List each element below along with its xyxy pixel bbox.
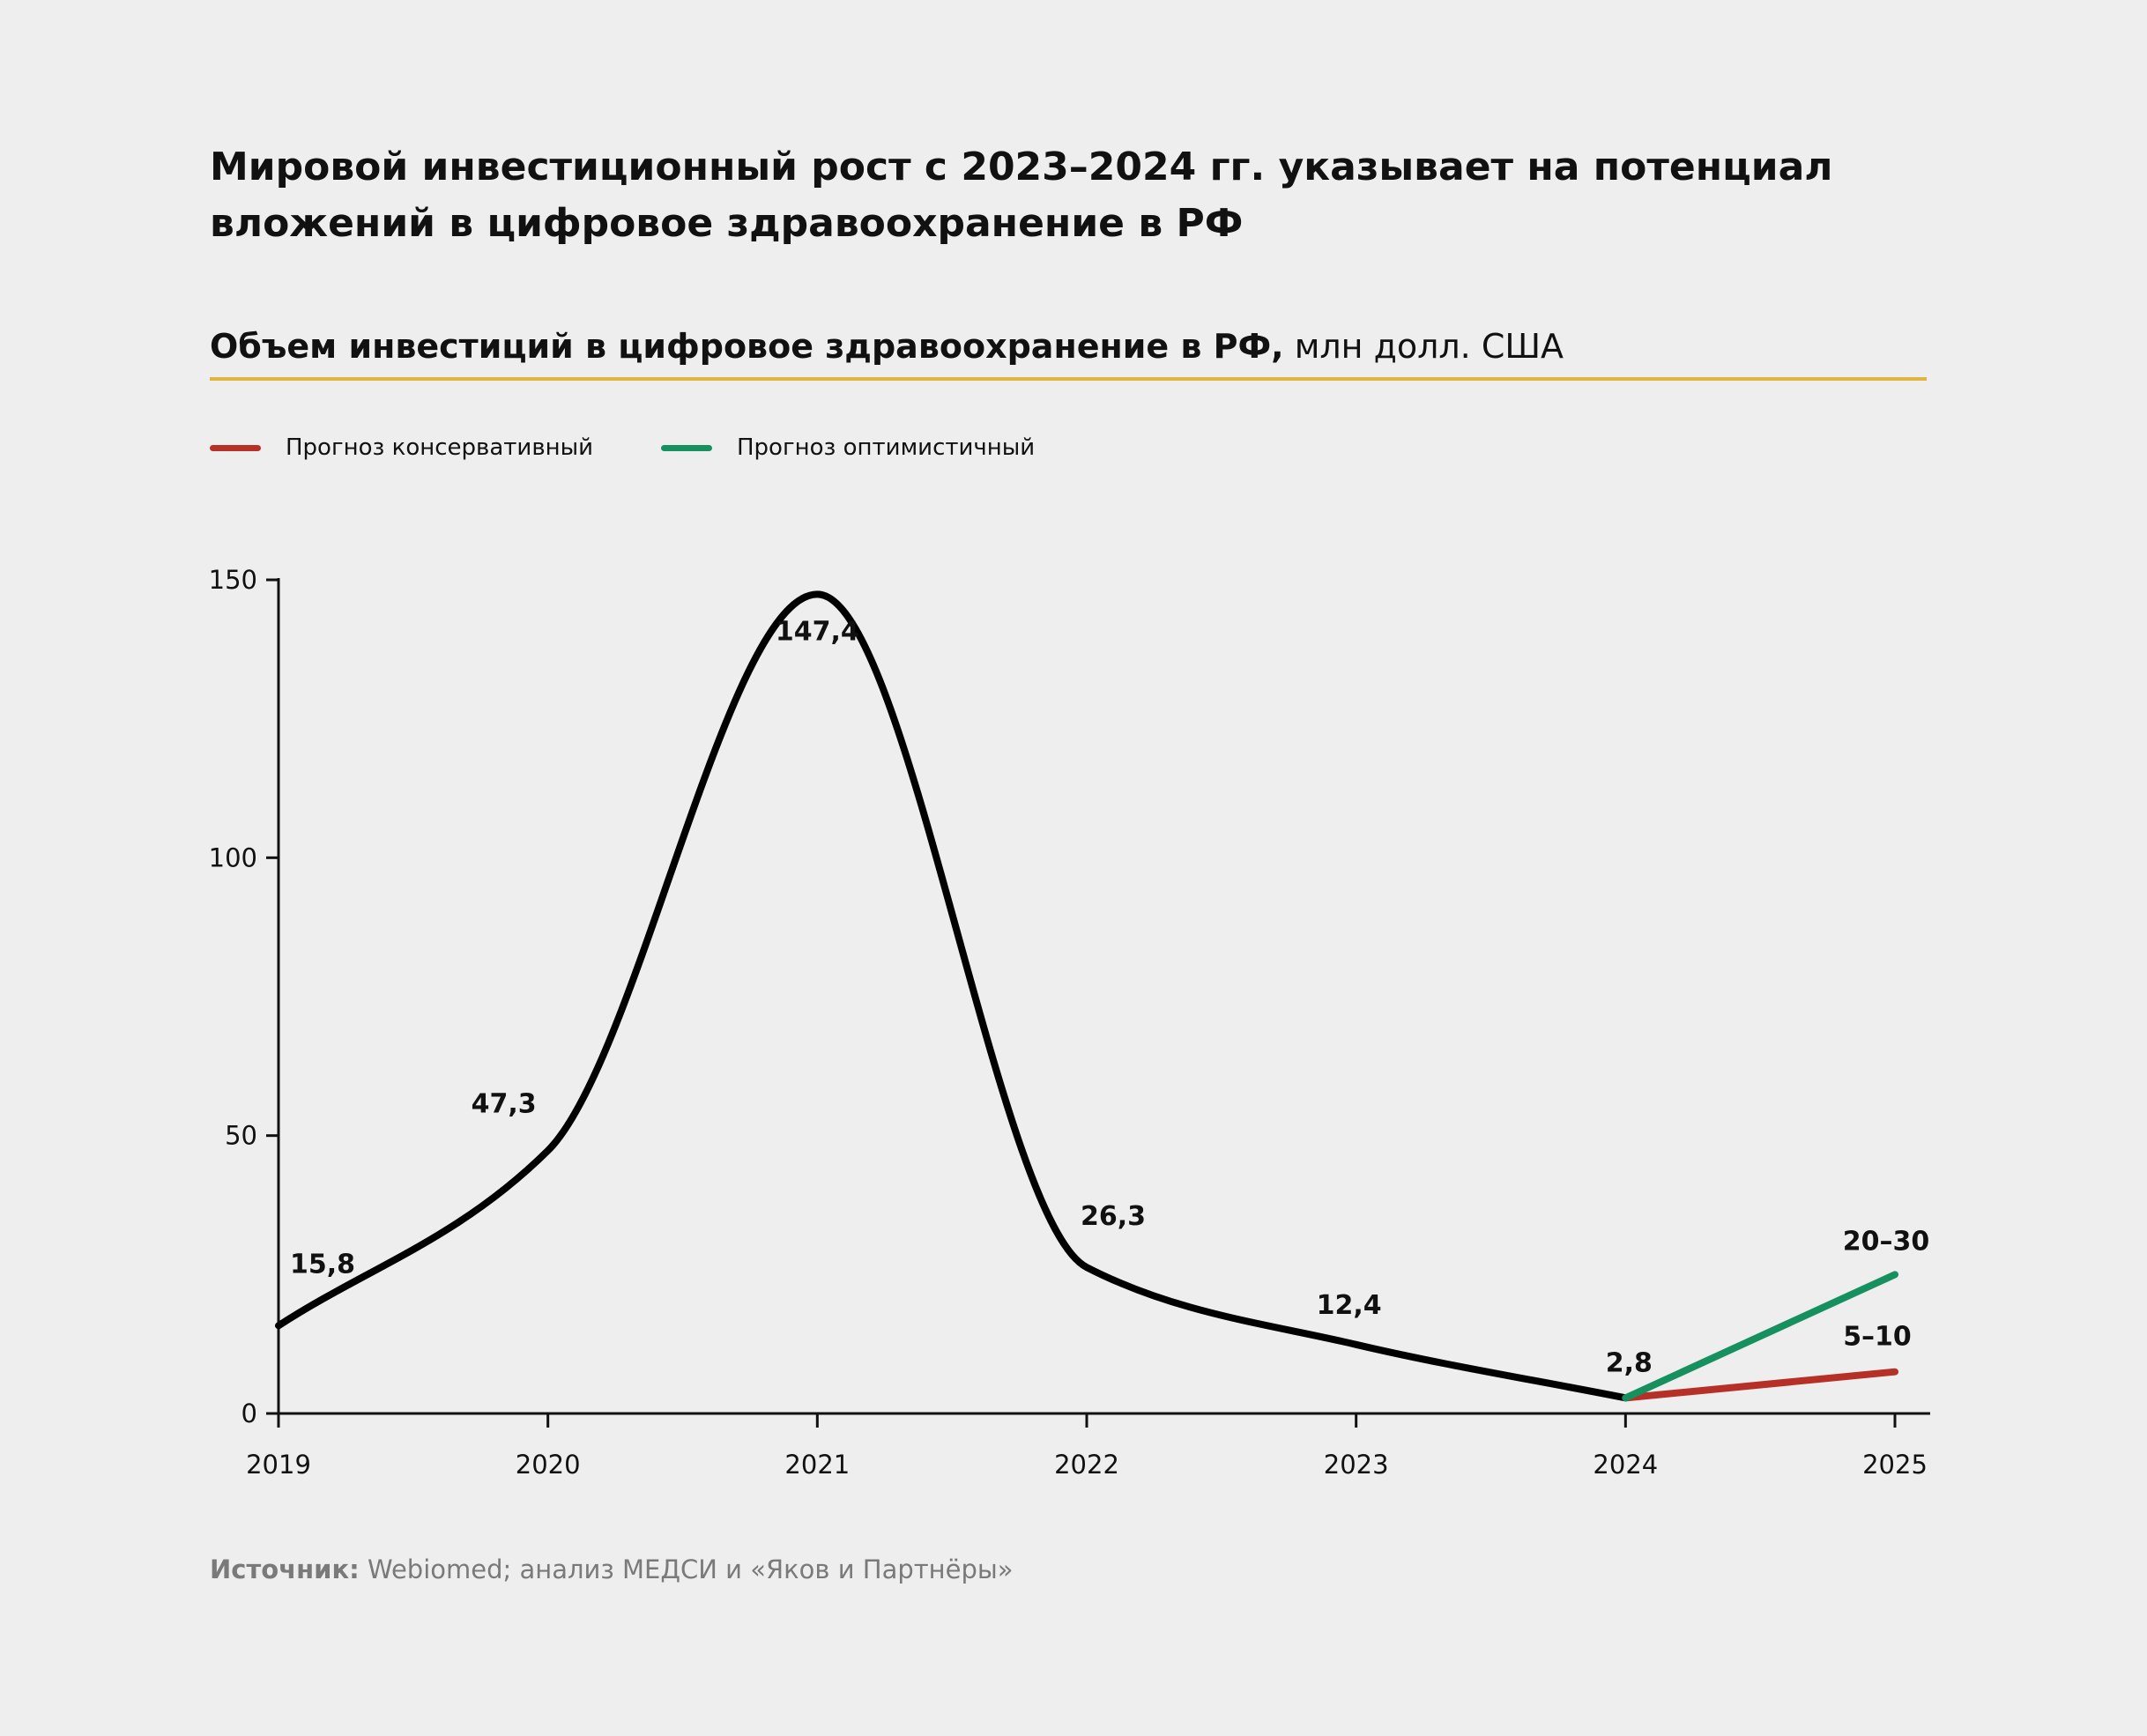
legend-label-conservative: Прогноз консервативный [286, 434, 594, 461]
x-tick-label: 2022 [1054, 1450, 1119, 1480]
legend-label-optimistic: Прогноз оптимистичный [737, 434, 1036, 461]
data-label: 147,4 [776, 616, 859, 647]
legend-swatch-optimistic [661, 444, 712, 451]
data-label: 12,4 [1317, 1290, 1382, 1321]
data-label: 15,8 [290, 1249, 355, 1280]
subtitle-units: млн долл. США [1283, 327, 1564, 366]
data-label-optimistic: 20–30 [1843, 1226, 1930, 1257]
data-label-conservative: 5–10 [1843, 1322, 1912, 1353]
chart-data-labels: 15,8 47,3 147,4 26,3 12,4 2,8 5–10 20–30 [290, 616, 1929, 1378]
x-tick-label: 2019 [246, 1450, 311, 1480]
y-tick-label: 100 [209, 842, 257, 872]
x-tick-label: 2024 [1593, 1450, 1658, 1480]
series-line-actual [275, 590, 1630, 1402]
legend-swatch-conservative [210, 444, 261, 451]
data-label: 26,3 [1081, 1201, 1146, 1232]
series-line-conservative [1622, 1368, 1898, 1402]
subtitle-bold: Объем инвестиций в цифровое здравоохране… [210, 327, 1284, 366]
legend-item-conservative: Прогноз консервативный [210, 430, 593, 465]
chart-subtitle: Объем инвестиций в цифровое здравоохране… [210, 320, 1928, 373]
data-label: 2,8 [1606, 1347, 1653, 1378]
series-line-optimistic [1622, 1271, 1898, 1402]
source-note: Источник: Webiomed; анализ МЕДСИ и «Яков… [210, 1554, 1014, 1584]
y-tick-label: 150 [209, 565, 257, 595]
data-label: 47,3 [472, 1089, 537, 1120]
x-tick-label: 2020 [516, 1450, 581, 1480]
legend-item-optimistic: Прогноз оптимистичный [661, 430, 1035, 465]
chart-title: Мировой инвестиционный рост с 2023–2024 … [210, 145, 1833, 246]
x-tick-label: 2023 [1324, 1450, 1389, 1480]
y-tick-label: 0 [241, 1398, 257, 1428]
chart-series [275, 590, 1898, 1402]
chart-axes: 0 50 100 150 2019 2020 2021 2022 2023 2024 2025 [209, 565, 1930, 1480]
source-label: Источник: [210, 1554, 360, 1584]
y-tick-label: 50 [225, 1121, 257, 1151]
x-tick-label: 2025 [1862, 1450, 1928, 1480]
subtitle-divider [210, 377, 1927, 381]
x-tick-label: 2021 [784, 1450, 850, 1480]
source-text: Webiomed; анализ МЕДСИ и «Яков и Партнёр… [359, 1554, 1014, 1584]
